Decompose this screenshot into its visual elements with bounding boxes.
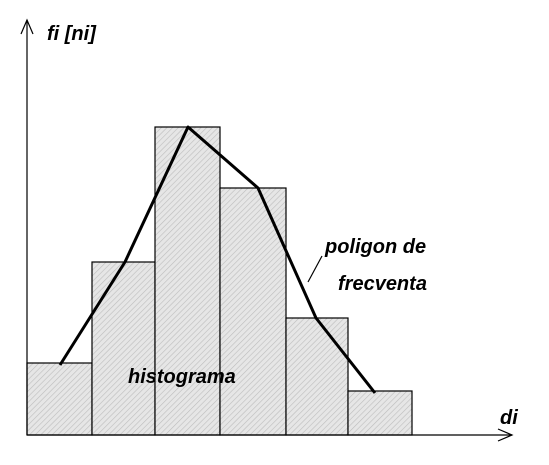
polygon-label: poligon de — [324, 236, 426, 258]
polygon-label: frecventa — [338, 273, 427, 295]
bar — [347, 390, 413, 436]
x-axis-label: di — [500, 407, 518, 429]
frequency-polygon — [58, 125, 377, 394]
y-axis-label: fi [ni] — [47, 23, 97, 45]
histogram-label: histograma — [128, 366, 236, 388]
y-arrow — [20, 18, 34, 35]
axes — [20, 18, 514, 442]
bar — [285, 317, 349, 436]
leader-line — [307, 255, 323, 283]
bar — [154, 126, 221, 436]
bar — [91, 261, 156, 436]
bar — [26, 362, 93, 436]
x-arrow — [497, 428, 514, 442]
